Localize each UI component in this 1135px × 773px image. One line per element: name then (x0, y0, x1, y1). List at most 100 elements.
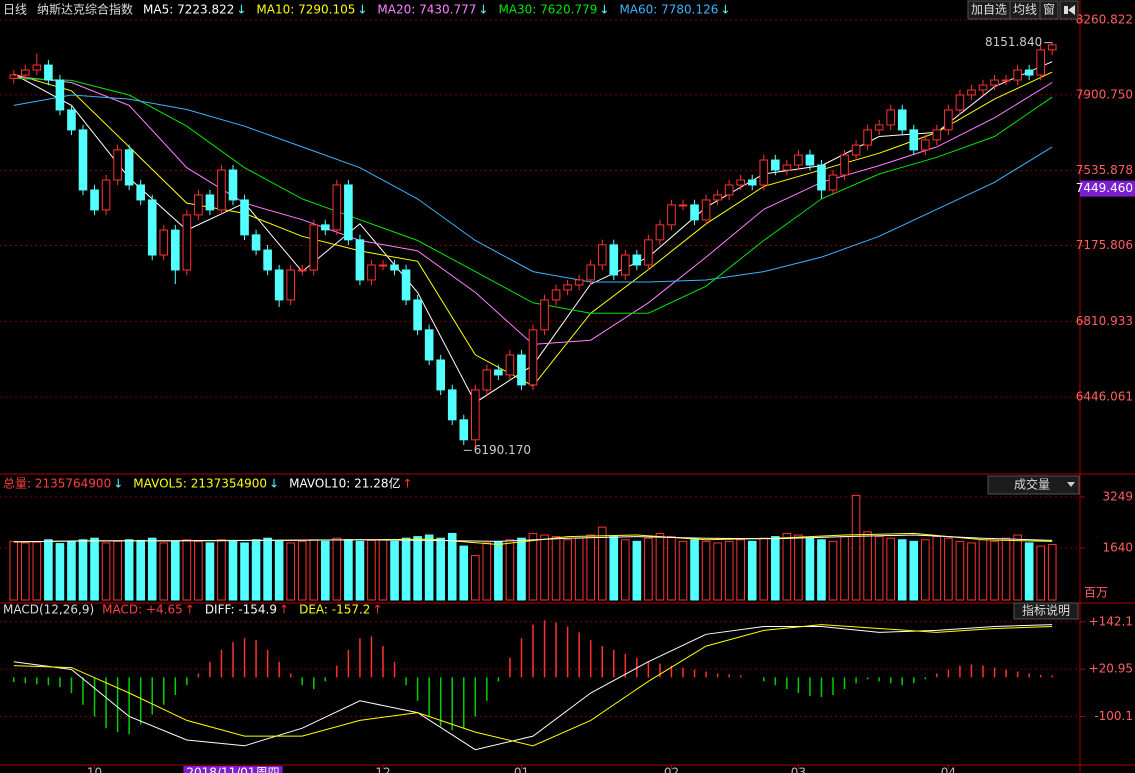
volume-bar (1013, 534, 1022, 601)
y-tick-label: +20.95 (1089, 662, 1133, 676)
toolbar-button[interactable]: 加自选 (967, 0, 1011, 20)
volume-bar (90, 537, 99, 601)
volume-bar (921, 539, 930, 601)
exit-icon[interactable] (1064, 5, 1075, 15)
volume-bar (690, 539, 699, 601)
candle-body (482, 369, 492, 391)
volume-bar (724, 540, 734, 601)
volume-bar (794, 534, 803, 601)
volume-bar (782, 532, 792, 601)
volume-bar (863, 531, 872, 601)
legend-label: DIFF: -154.9 (205, 603, 277, 617)
candle-body (655, 224, 665, 241)
volume-bar (240, 542, 249, 601)
volume-bar (217, 539, 226, 601)
candle-body (736, 179, 746, 186)
indicator-line (13, 624, 1053, 747)
menu-arrow[interactable] (1067, 482, 1075, 487)
candle-body (55, 79, 65, 111)
menu-label[interactable]: 成交量 (1014, 477, 1050, 492)
legend-arrow: ↓ (720, 3, 730, 17)
toolbar-button[interactable]: 均线 (1009, 0, 1041, 20)
legend-label: DEA: -157.2 (299, 603, 370, 617)
candle-body (1047, 44, 1057, 51)
volume-bar (678, 540, 688, 601)
volume-bar (459, 545, 469, 601)
volume-bar (436, 537, 445, 601)
volume-bar (840, 536, 849, 601)
candle-body (344, 184, 353, 241)
toolbar-button-label[interactable]: 窗 (1043, 3, 1055, 17)
candle-body (494, 369, 503, 376)
candle-body (321, 224, 330, 231)
volume-bar (1047, 544, 1057, 601)
volume-bar (332, 537, 342, 601)
toolbar-button-label[interactable]: 加自选 (971, 3, 1007, 17)
volume-bar (390, 540, 399, 601)
volume-bar (528, 532, 538, 601)
indicator-line (13, 77, 1053, 314)
indicator-title: MACD(12,26,9) (3, 603, 94, 617)
legend-arrow: ↑ (279, 603, 289, 617)
volume-bar (713, 542, 722, 601)
y-tick-label: 7900.750 (1076, 87, 1133, 101)
toolbar-button[interactable]: 窗 (1039, 0, 1059, 20)
candle-body (932, 129, 942, 141)
volume-bar (297, 540, 307, 601)
volume-bar (955, 540, 965, 601)
legend-arrow: ↓ (236, 3, 246, 17)
volume-bar (309, 539, 319, 601)
legend-label: 总量: 2135764900 (3, 477, 111, 491)
date-tick-label: 10 (87, 766, 102, 773)
annotation: 6190.170 (474, 443, 531, 457)
candle-body (828, 174, 838, 191)
volume-bar (851, 494, 861, 601)
toolbar-button-label[interactable]: 均线 (1013, 3, 1037, 17)
volume-bar (967, 542, 976, 601)
y-tick-label: -100.1 (1094, 709, 1133, 723)
volume-bar (67, 540, 76, 601)
candle-body (782, 164, 792, 171)
volume-bar (701, 540, 711, 601)
volume-bar (286, 542, 295, 601)
volume-bar (874, 536, 884, 601)
candle-body (159, 229, 169, 256)
candle-body (921, 139, 930, 151)
candle-body (297, 269, 307, 272)
help-label[interactable]: 指标说明 (1022, 603, 1070, 618)
volume-bar (228, 540, 238, 601)
candle-body (597, 244, 607, 266)
candle-body (759, 159, 769, 186)
legend-arrow: ↑ (372, 603, 382, 617)
menu-box[interactable] (987, 475, 1080, 495)
volume-bar (1024, 542, 1034, 601)
candle-body (586, 264, 596, 281)
y-tick-label: 1640 (1102, 541, 1133, 555)
candle-body (67, 109, 76, 131)
candle-body (21, 69, 30, 76)
toolbar-button-box[interactable] (1039, 0, 1059, 20)
volume-bar (667, 536, 676, 601)
help-button[interactable] (1013, 602, 1079, 620)
volume-bar (344, 539, 353, 601)
candle-body (367, 264, 376, 281)
volume-bar (505, 539, 515, 601)
annotation: 8151.840 (985, 35, 1042, 49)
date-tick-label: 01 (514, 766, 529, 773)
candle-body (390, 264, 399, 271)
volume-bar (55, 543, 65, 601)
volume-bar (563, 539, 572, 601)
candle-body (90, 189, 99, 211)
volume-bar (378, 539, 388, 601)
volume-bar (101, 542, 111, 601)
volume-bar (251, 539, 261, 601)
candle-body (944, 109, 953, 131)
date-tick-label: 04 (941, 766, 956, 773)
candle-body (124, 149, 134, 186)
legend-label: MA20: 7430.777 (377, 3, 476, 17)
candle-body (78, 129, 88, 191)
candle-body (217, 169, 226, 211)
volume-bar (990, 540, 999, 601)
